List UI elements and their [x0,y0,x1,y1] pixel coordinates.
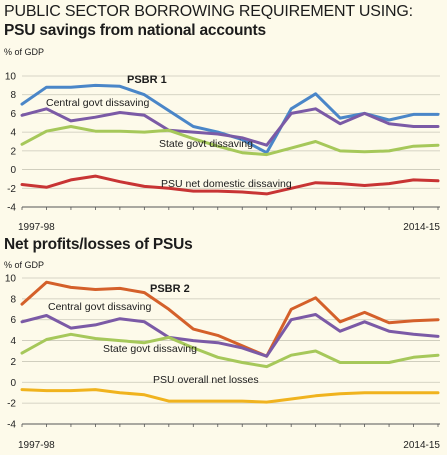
x-end-label: 2014-15 [403,222,440,233]
series-label: PSBR 2 [150,283,190,295]
series-line-state-govt-dissaving [20,332,440,369]
y-tick-label: 4 [10,128,16,139]
y-tick-label: 4 [10,336,16,347]
series-label: PSU net domestic dissaving [161,178,292,190]
series-line-psu-overall-net-losses [20,388,440,404]
series-label: Central govt dissaving [46,97,149,109]
y-tick-label: 2 [10,146,16,157]
y-tick-label: 8 [10,90,16,101]
y-tick-label: 10 [5,274,17,285]
series-label: State govt dissaving [103,343,197,355]
series-label: State govt dissaving [159,138,253,150]
series-line-psu-net-domestic-dissaving [20,174,440,196]
series-line-central-govt-dissaving [20,313,440,358]
chart-1-unit-label: % of GDP [4,47,45,57]
series-label: PSU overall net losses [153,374,259,386]
chart-1-title: PSU savings from national accounts [4,22,266,39]
series-line-central-govt-dissaving [20,107,440,147]
y-tick-label: -4 [7,203,16,214]
series-line-psbr-2 [20,280,440,358]
series-line-state-govt-dissaving [20,125,440,157]
chart-2-unit-label: % of GDP [4,260,45,270]
y-tick-label: 0 [10,378,16,389]
series-label: PSBR 1 [127,74,167,86]
y-tick-label: -2 [7,399,16,410]
y-tick-label: -2 [7,184,16,195]
page-title: PUBLIC SECTOR BORROWING REQUIREMENT USIN… [4,3,413,20]
y-tick-label: -4 [7,420,16,431]
x-start-label: 1997-98 [18,440,55,451]
chart-2-title: Net profits/losses of PSUs [4,236,193,253]
y-tick-label: 2 [10,357,16,368]
y-tick-label: 6 [10,315,16,326]
y-tick-label: 0 [10,165,16,176]
y-tick-label: 6 [10,109,16,120]
y-tick-label: 8 [10,294,16,305]
x-start-label: 1997-98 [18,222,55,233]
x-end-label: 2014-15 [403,440,440,451]
series-label: Central govt dissaving [48,301,151,313]
y-tick-label: 10 [5,72,17,83]
